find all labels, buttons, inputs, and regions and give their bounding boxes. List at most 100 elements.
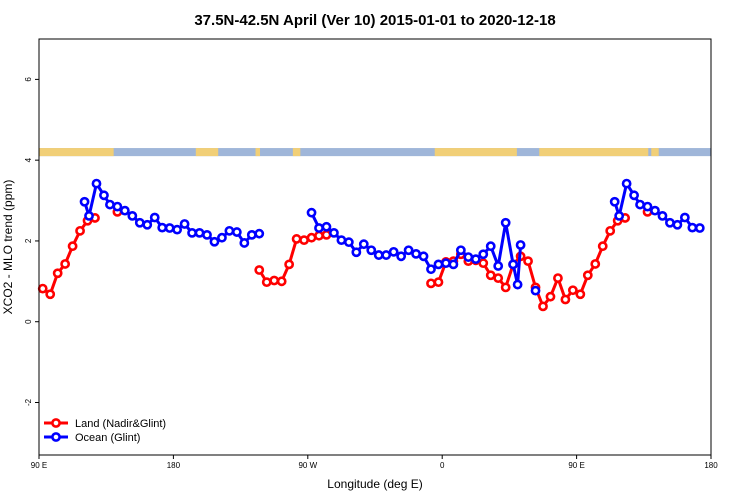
data-point: [493, 261, 504, 271]
plot-series: [37, 178, 705, 312]
data-point: [119, 205, 130, 216]
data-point: [694, 223, 705, 233]
data-point: [463, 252, 474, 262]
data-point: [142, 219, 153, 230]
data-point: [418, 251, 429, 262]
data-point: [426, 264, 436, 275]
data-point: [455, 245, 466, 256]
data-point: [609, 196, 620, 207]
data-point: [358, 239, 369, 250]
data-point: [314, 223, 324, 233]
data-point: [485, 241, 496, 252]
data-point: [590, 259, 601, 269]
data-point: [523, 256, 533, 267]
data-point: [665, 217, 675, 228]
x-tick-label: 180: [704, 461, 718, 470]
data-point: [314, 230, 324, 241]
data-point: [321, 221, 332, 232]
data-point: [575, 289, 586, 300]
series-0: [37, 206, 653, 312]
data-point: [530, 285, 541, 296]
data-point: [194, 227, 205, 238]
data-point: [246, 229, 257, 240]
map-ocean-band: [39, 148, 711, 157]
data-point: [650, 205, 660, 216]
data-point: [254, 228, 265, 239]
data-point: [84, 211, 94, 221]
data-point: [329, 227, 339, 238]
data-point: [381, 250, 392, 260]
data-point: [261, 277, 272, 288]
data-point: [336, 235, 347, 246]
data-point: [231, 227, 242, 237]
y-tick-label: 2: [24, 238, 33, 243]
data-point: [657, 211, 668, 221]
map-land-patch: [195, 148, 219, 157]
x-tick-label: 0: [440, 461, 445, 470]
data-point: [299, 235, 309, 246]
y-axis: -2 0 2 4 6: [24, 77, 39, 406]
data-point: [217, 232, 227, 243]
data-point: [545, 291, 556, 302]
data-point: [224, 225, 235, 236]
data-point: [157, 222, 168, 233]
data-point: [433, 277, 444, 288]
data-point: [567, 285, 578, 296]
data-point: [67, 241, 78, 252]
data-point: [470, 254, 481, 265]
map-land-patch: [292, 148, 301, 157]
map-land-patch: [539, 148, 649, 157]
data-point: [202, 229, 212, 240]
data-point: [426, 278, 436, 289]
data-point: [149, 212, 160, 223]
data-point: [105, 199, 115, 210]
legend: Land (Nadir&Glint) Ocean (Glint): [44, 418, 166, 444]
data-point: [351, 247, 362, 258]
data-point: [642, 201, 653, 212]
data-point: [478, 249, 489, 260]
data-point: [37, 283, 48, 294]
y-tick-label: -2: [24, 398, 33, 406]
data-point: [75, 225, 85, 236]
data-point: [485, 270, 496, 281]
data-point: [79, 196, 90, 207]
y-tick-label: 0: [24, 319, 33, 324]
legend-label: Ocean (Glint): [75, 432, 140, 444]
plot-frame: [38, 38, 712, 456]
data-point: [614, 211, 625, 221]
map-land-patch: [39, 148, 114, 157]
data-point: [187, 227, 197, 238]
data-point: [493, 273, 504, 283]
data-point: [411, 248, 421, 259]
data-point: [597, 241, 608, 252]
data-point: [254, 265, 265, 275]
data-point: [433, 259, 444, 270]
map-land-patch: [255, 148, 261, 157]
data-point: [321, 229, 332, 240]
data-point: [52, 268, 63, 279]
data-point: [441, 258, 451, 269]
data-point: [276, 276, 287, 287]
data-point: [91, 178, 102, 189]
series-1: [79, 178, 705, 296]
data-point: [99, 190, 109, 201]
data-point: [500, 282, 511, 293]
data-point: [679, 212, 690, 223]
legend-marker: [51, 418, 61, 428]
y-axis-title: XCO2 - MLO trend (ppm): [1, 180, 15, 315]
x-axis: 90 E 180 90 W 0 90 E 180: [31, 455, 718, 470]
data-point: [448, 259, 459, 270]
data-point: [500, 217, 511, 228]
x-tick-label: 90 E: [31, 461, 47, 470]
data-point: [605, 225, 616, 236]
x-axis-title: Longitude (deg E): [327, 477, 422, 491]
data-point: [635, 199, 645, 210]
y-tick-label: 4: [24, 157, 33, 162]
data-point: [366, 245, 377, 256]
data-point: [508, 259, 519, 270]
data-point: [291, 234, 302, 244]
data-point: [629, 190, 639, 201]
data-point: [172, 224, 183, 235]
data-point: [388, 246, 399, 257]
